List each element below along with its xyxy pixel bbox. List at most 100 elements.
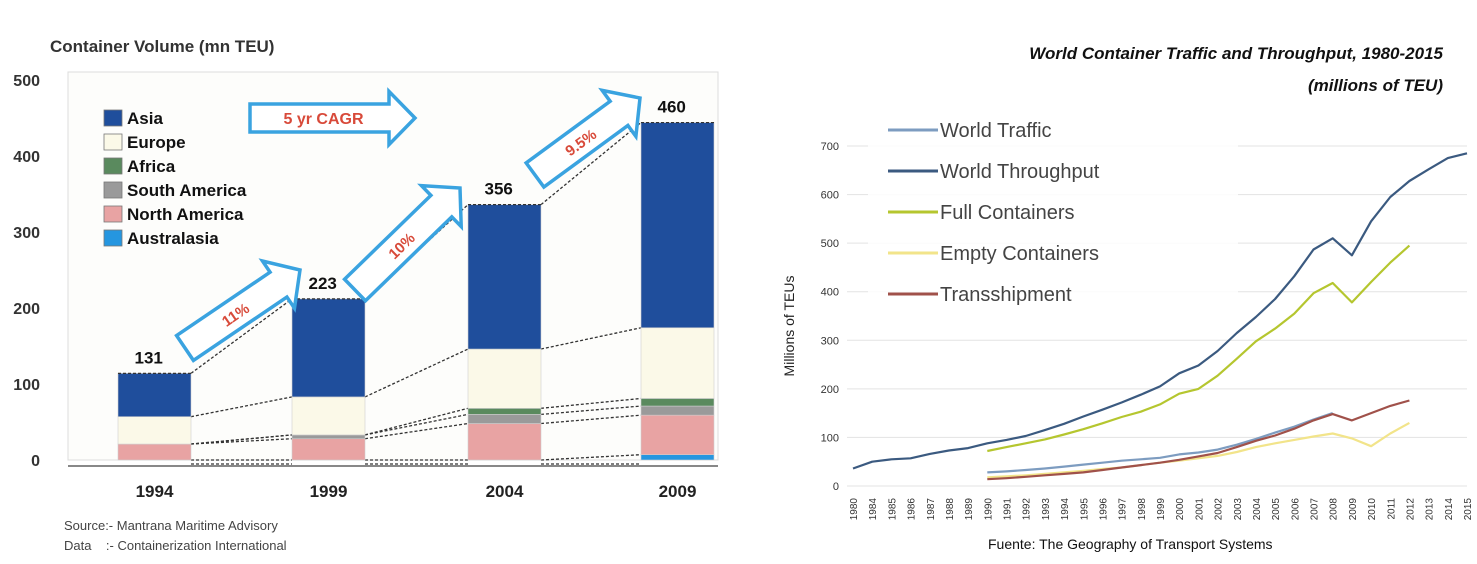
x-tick-label: 1991 bbox=[1003, 498, 1014, 521]
connector-line bbox=[540, 327, 642, 350]
x-tick-label: 1996 bbox=[1098, 498, 1109, 521]
bar-europe bbox=[467, 348, 542, 409]
y-tick-label: 500 bbox=[13, 73, 40, 90]
arrow-shape bbox=[174, 258, 302, 363]
bar-europe bbox=[291, 396, 366, 436]
connector-line bbox=[540, 454, 642, 461]
x-tick-label: 1993 bbox=[1041, 498, 1052, 521]
bar-africa bbox=[467, 408, 542, 415]
y-tick-label: 100 bbox=[13, 377, 40, 394]
legend-label: South America bbox=[127, 181, 247, 200]
legend-label: Empty Containers bbox=[940, 243, 1099, 265]
y-tick-label: 300 bbox=[13, 225, 40, 242]
x-tick-label: 1988 bbox=[945, 498, 956, 521]
x-tick-label: 2005 bbox=[1271, 498, 1282, 521]
bar-north-america bbox=[467, 423, 542, 461]
legend-label: Asia bbox=[127, 109, 163, 128]
source-text: Fuente: The Geography of Transport Syste… bbox=[988, 536, 1273, 552]
y-tick-label: 0 bbox=[833, 481, 839, 493]
x-tick-label: 2003 bbox=[1233, 498, 1244, 521]
x-tick-label: 1999 bbox=[310, 482, 348, 501]
legend-swatch bbox=[103, 133, 123, 151]
connector-line bbox=[540, 414, 642, 425]
x-tick-label: 1980 bbox=[849, 498, 860, 521]
bar-europe bbox=[640, 327, 715, 399]
connector-line bbox=[364, 204, 469, 300]
legend-label: World Throughput bbox=[940, 161, 1100, 183]
y-tick-label: 700 bbox=[821, 141, 839, 153]
x-tick-label: 2015 bbox=[1463, 498, 1474, 521]
bar-europe bbox=[117, 416, 192, 445]
x-tick-label: 2009 bbox=[659, 482, 697, 501]
y-tick-label: 600 bbox=[821, 190, 839, 202]
bar-total-label: 356 bbox=[485, 180, 513, 199]
connector-line bbox=[190, 396, 293, 418]
connector-line bbox=[190, 298, 293, 374]
growth-arrow-2: 10% bbox=[342, 183, 464, 304]
series-line-full-containers bbox=[987, 244, 1411, 453]
growth-arrow-1: 11% bbox=[174, 258, 302, 363]
legend-swatch bbox=[103, 181, 123, 199]
y-axis-label: Millions of TEUs bbox=[781, 276, 797, 377]
bar-south-america bbox=[291, 434, 366, 440]
x-tick-label: 1989 bbox=[964, 498, 975, 521]
bar-south-america bbox=[640, 405, 715, 416]
bar-asia bbox=[117, 373, 192, 417]
x-tick-label: 2012 bbox=[1405, 498, 1416, 521]
x-tick-label: 1997 bbox=[1118, 498, 1129, 521]
bar-total-label: 460 bbox=[658, 98, 686, 117]
bar-north-america bbox=[117, 443, 192, 461]
legend-swatch bbox=[103, 205, 123, 223]
x-tick-label: 1985 bbox=[887, 498, 898, 521]
legend-label: World Traffic bbox=[940, 120, 1052, 142]
connector-line bbox=[190, 434, 293, 445]
source-line-2: Data :- Containerization International bbox=[64, 538, 287, 553]
cagr-arrow: 5 yr CAGR bbox=[248, 87, 418, 149]
legend-swatch bbox=[103, 109, 123, 127]
arrow-label: 5 yr CAGR bbox=[283, 111, 363, 128]
bar-asia bbox=[467, 204, 542, 350]
x-tick-label: 1994 bbox=[136, 482, 174, 501]
growth-arrow-3: 9.5% bbox=[523, 87, 642, 190]
x-tick-label: 2011 bbox=[1386, 498, 1397, 520]
legend-label: Europe bbox=[127, 133, 186, 152]
x-tick-label: 2008 bbox=[1329, 498, 1340, 521]
chart-subtitle: (millions of TEU) bbox=[1307, 76, 1443, 95]
legend-swatch bbox=[103, 157, 123, 175]
legend-label: Africa bbox=[127, 157, 176, 176]
y-tick-label: 100 bbox=[821, 432, 839, 444]
connector-line bbox=[540, 397, 642, 409]
legend-label: Australasia bbox=[127, 229, 219, 248]
connector-line bbox=[364, 413, 469, 436]
connector-line bbox=[364, 422, 469, 440]
x-tick-label: 1984 bbox=[868, 498, 879, 521]
y-tick-label: 200 bbox=[13, 301, 40, 318]
container-volume-chart: Container Volume (mn TEU) 0 100 200 300 400 50… bbox=[13, 37, 719, 501]
bar-north-america bbox=[640, 414, 715, 455]
connector-line bbox=[540, 122, 642, 206]
y-tick-label: 0 bbox=[31, 453, 40, 470]
legend-swatch bbox=[103, 229, 123, 247]
x-tick-label: 2014 bbox=[1444, 498, 1455, 521]
chart-title: Container Volume (mn TEU) bbox=[50, 37, 274, 56]
source-line-1: Source:- Mantrana Maritime Advisory bbox=[64, 518, 278, 533]
x-tick-label: 2010 bbox=[1367, 498, 1378, 521]
x-tick-label: 1995 bbox=[1079, 498, 1090, 521]
world-traffic-chart: 0 100 200 300 400 500 600 700 Millions of TEUs 19… bbox=[781, 108, 1474, 521]
connector-line bbox=[364, 348, 469, 398]
legend-label: North America bbox=[127, 205, 244, 224]
y-tick-label: 400 bbox=[821, 287, 839, 299]
series-line-world-traffic bbox=[987, 412, 1334, 474]
x-tick-label: 2000 bbox=[1175, 498, 1186, 521]
x-tick-label: 2013 bbox=[1425, 498, 1436, 521]
arrow-shape bbox=[523, 87, 642, 190]
bar-total-label: 223 bbox=[309, 274, 337, 293]
x-tick-label: 1998 bbox=[1137, 498, 1148, 521]
world-traffic-chart-panel: World Container Traffic and Throughput, … bbox=[738, 0, 1477, 559]
x-tick-label: 1990 bbox=[983, 498, 994, 521]
x-tick-label: 1992 bbox=[1022, 498, 1033, 521]
connector-line bbox=[540, 405, 642, 416]
x-tick-label: 2002 bbox=[1214, 498, 1225, 521]
x-tick-label: 2004 bbox=[486, 482, 524, 501]
bar-north-america bbox=[291, 438, 366, 461]
